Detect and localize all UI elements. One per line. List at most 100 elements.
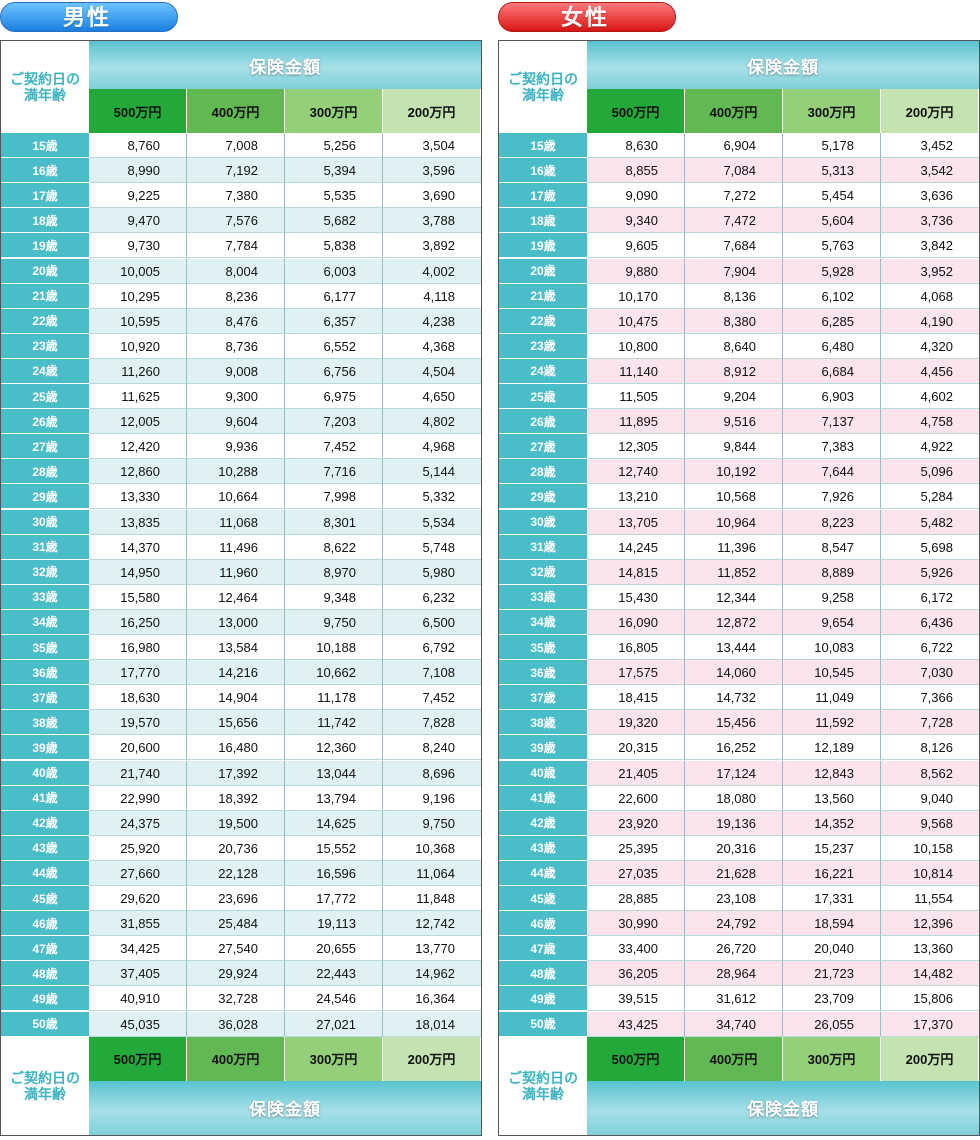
premium-cell: 8,136 (685, 283, 783, 309)
premium-cell: 16,480 (187, 735, 285, 761)
premium-cell: 12,860 (89, 459, 187, 485)
premium-cell: 10,188 (285, 635, 383, 661)
age-cell: 49歳 (1, 986, 89, 1012)
age-cell: 33歳 (1, 584, 89, 610)
premium-cell: 8,855 (587, 158, 685, 184)
age-cell: 41歳 (1, 785, 89, 811)
premium-cell: 5,535 (285, 183, 383, 209)
premium-cell: 10,964 (685, 509, 783, 535)
insurance-amount-header-bottom: 保険金額 (89, 1080, 481, 1135)
premium-cell: 13,044 (285, 760, 383, 786)
table-row: 15歳 8,630 6,904 5,178 3,452 (499, 133, 979, 159)
premium-cell: 27,540 (187, 936, 285, 962)
premium-cell: 5,482 (881, 509, 979, 535)
premium-cell: 5,763 (783, 233, 881, 259)
age-cell: 30歳 (1, 509, 89, 535)
premium-cell: 11,064 (383, 860, 481, 886)
table-row: 46歳 30,990 24,792 18,594 12,396 (499, 911, 979, 937)
age-cell: 22歳 (1, 308, 89, 334)
premium-cell: 7,383 (783, 434, 881, 460)
premium-cell: 6,756 (285, 358, 383, 384)
age-cell: 18歳 (499, 208, 587, 234)
premium-cell: 27,035 (587, 860, 685, 886)
premium-cell: 6,177 (285, 283, 383, 309)
premium-cell: 9,516 (685, 409, 783, 435)
age-cell: 26歳 (1, 409, 89, 435)
premium-cell: 13,360 (881, 936, 979, 962)
premium-cell: 17,331 (783, 886, 881, 912)
premium-cell: 14,370 (89, 534, 187, 560)
age-cell: 29歳 (1, 484, 89, 510)
premium-cell: 14,732 (685, 685, 783, 711)
age-header-top: ご契約日の 満年齢 (1, 41, 89, 133)
premium-cell: 8,301 (285, 509, 383, 535)
premium-cell: 9,258 (783, 584, 881, 610)
premium-cell: 9,204 (685, 384, 783, 410)
premium-cell: 5,256 (285, 133, 383, 159)
premium-cell: 7,008 (187, 133, 285, 159)
table-row: 25歳 11,505 9,204 6,903 4,602 (499, 384, 979, 410)
age-cell: 16歳 (1, 158, 89, 184)
premium-cell: 27,660 (89, 860, 187, 886)
age-cell: 43歳 (499, 835, 587, 861)
premium-cell: 16,090 (587, 609, 685, 635)
female-premium-panel: 女性 ご契約日の 満年齢 保険金額 500万円 400万円 300万円 200万円 15歳 8… (498, 0, 980, 1140)
female-title-badge: 女性 (498, 2, 676, 32)
premium-cell: 9,568 (881, 810, 979, 836)
premium-cell: 9,844 (685, 434, 783, 460)
premium-cell: 3,542 (881, 158, 979, 184)
premium-cell: 9,604 (187, 409, 285, 435)
table-row: 31歳 14,370 11,496 8,622 5,748 (1, 534, 481, 560)
table-row: 28歳 12,740 10,192 7,644 5,096 (499, 459, 979, 485)
age-cell: 23歳 (499, 333, 587, 359)
premium-cell: 5,394 (285, 158, 383, 184)
table-row: 24歳 11,260 9,008 6,756 4,504 (1, 358, 481, 384)
table-row: 37歳 18,415 14,732 11,049 7,366 (499, 685, 979, 711)
age-cell: 50歳 (1, 1011, 89, 1037)
premium-cell: 6,792 (383, 635, 481, 661)
age-cell: 24歳 (1, 358, 89, 384)
premium-cell: 10,545 (783, 660, 881, 686)
amount-column-header: 500万円 (89, 89, 187, 133)
premium-cell: 12,872 (685, 609, 783, 635)
age-cell: 31歳 (1, 534, 89, 560)
premium-cell: 14,625 (285, 810, 383, 836)
premium-cell: 10,662 (285, 660, 383, 686)
age-header-top: ご契約日の 満年齢 (499, 41, 587, 133)
premium-cell: 15,430 (587, 584, 685, 610)
premium-cell: 7,728 (881, 710, 979, 736)
premium-cell: 21,740 (89, 760, 187, 786)
table-row: 17歳 9,090 7,272 5,454 3,636 (499, 183, 979, 209)
premium-cell: 25,920 (89, 835, 187, 861)
age-cell: 43歳 (1, 835, 89, 861)
premium-cell: 8,736 (187, 333, 285, 359)
table-row: 47歳 33,400 26,720 20,040 13,360 (499, 936, 979, 962)
premium-cell: 5,682 (285, 208, 383, 234)
table-row: 27歳 12,305 9,844 7,383 4,922 (499, 434, 979, 460)
premium-cell: 7,716 (285, 459, 383, 485)
premium-cell: 10,568 (685, 484, 783, 510)
premium-cell: 10,475 (587, 308, 685, 334)
premium-cell: 8,004 (187, 258, 285, 284)
table-row: 43歳 25,920 20,736 15,552 10,368 (1, 835, 481, 861)
premium-cell: 22,443 (285, 961, 383, 987)
premium-cell: 26,720 (685, 936, 783, 962)
premium-cell: 19,113 (285, 911, 383, 937)
premium-cell: 20,315 (587, 735, 685, 761)
premium-cell: 16,805 (587, 635, 685, 661)
premium-cell: 6,500 (383, 609, 481, 635)
table-row: 17歳 9,225 7,380 5,535 3,690 (1, 183, 481, 209)
premium-cell: 10,595 (89, 308, 187, 334)
premium-cell: 13,000 (187, 609, 285, 635)
age-cell: 45歳 (499, 886, 587, 912)
premium-cell: 12,420 (89, 434, 187, 460)
premium-cell: 39,515 (587, 986, 685, 1012)
age-header-bottom: ご契約日の 満年齢 (1, 1036, 89, 1135)
table-row: 48歳 37,405 29,924 22,443 14,962 (1, 961, 481, 987)
premium-cell: 13,705 (587, 509, 685, 535)
premium-cell: 4,802 (383, 409, 481, 435)
premium-cell: 10,083 (783, 635, 881, 661)
premium-cell: 17,575 (587, 660, 685, 686)
table-row: 33歳 15,430 12,344 9,258 6,172 (499, 584, 979, 610)
table-row: 28歳 12,860 10,288 7,716 5,144 (1, 459, 481, 485)
